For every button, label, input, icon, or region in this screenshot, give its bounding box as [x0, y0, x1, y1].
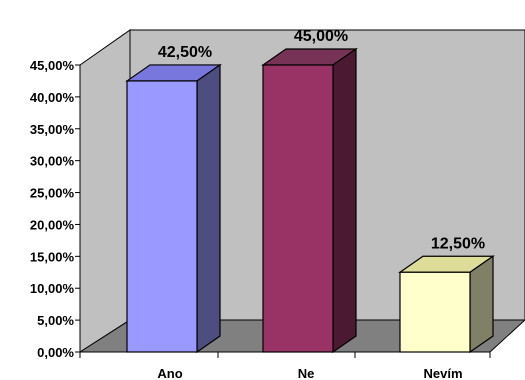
category-label: Ano	[157, 366, 182, 380]
y-tick-label: 40,00%	[30, 90, 75, 105]
y-axis: 0,00% 5,00% 10,00% 15,00% 20,00% 25,00% 30,00%…	[30, 58, 491, 360]
bar-side	[196, 63, 221, 354]
bar-front	[262, 64, 334, 353]
y-tick-label: 5,00%	[37, 313, 74, 328]
labels: 42,50% Ano 45,00% Ne 12,50% Nevím	[157, 28, 485, 380]
category-label: Ne	[298, 366, 315, 380]
side-wall	[79, 29, 131, 353]
bars	[125, 47, 495, 354]
bar	[125, 63, 222, 354]
data-label: 42,50%	[158, 44, 212, 61]
bar-side	[469, 255, 494, 354]
bar	[398, 255, 495, 354]
y-tick-label: 20,00%	[30, 217, 75, 232]
bar	[261, 47, 358, 354]
data-label: 45,00%	[294, 28, 348, 45]
y-tick-label: 35,00%	[30, 122, 75, 137]
y-tick-label: 10,00%	[30, 281, 75, 296]
y-tick-label: 45,00%	[30, 58, 75, 73]
bar-front	[126, 80, 198, 353]
bar-front	[399, 271, 471, 353]
category-label: Nevím	[423, 366, 462, 380]
y-tick-label: 30,00%	[30, 154, 75, 169]
y-tick-label: 15,00%	[30, 249, 75, 264]
y-tick-label: 0,00%	[37, 345, 74, 360]
data-label: 12,50%	[431, 235, 485, 252]
bar-side	[332, 47, 357, 354]
y-tick-label: 25,00%	[30, 186, 75, 201]
